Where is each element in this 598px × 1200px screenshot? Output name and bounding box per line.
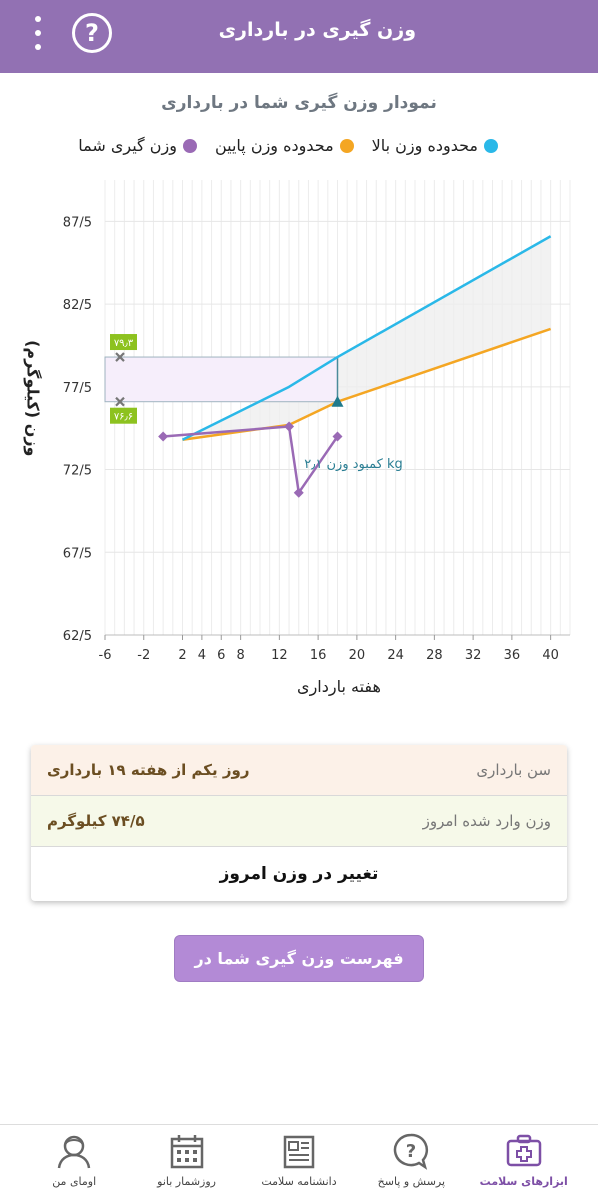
legend-label-yours: وزن گیری شما — [78, 136, 177, 155]
y-tick-label: 87/5 — [63, 215, 92, 230]
y-tick-label: 67/5 — [63, 546, 92, 561]
legend-dot-yours — [182, 138, 197, 153]
bottom-nav: ابزارهای سلامت ? پرسش و پاسخ دانشنامه سل… — [0, 1124, 598, 1200]
legend-dot-lower — [339, 138, 354, 153]
nav-label-qa: پرسش و پاسخ — [377, 1175, 446, 1188]
encyclopedia-icon — [283, 1135, 315, 1169]
x-tick-label: 20 — [349, 648, 366, 663]
x-tick-label: -6 — [99, 648, 112, 663]
question-bubble-icon: ? — [394, 1133, 429, 1170]
chart-legend: محدوده وزن بالا محدوده وزن پایین وزن گیر… — [78, 136, 498, 155]
your-weight-point — [293, 487, 304, 498]
weight-gain-chart[interactable]: 87/582/577/572/567/562/5-6 -2 2 4 6 8 12 16 20 24… — [0, 160, 598, 680]
x-tick-label: -2 — [137, 648, 150, 663]
more-menu-icon[interactable] — [22, 14, 52, 54]
legend-item-yours: وزن گیری شما — [78, 136, 197, 155]
nav-label-encyclopedia: دانشنامه سلامت — [261, 1175, 337, 1188]
y-tick-label: 77/5 — [63, 381, 92, 396]
nav-item-encyclopedia[interactable]: دانشنامه سلامت — [249, 1125, 349, 1200]
x-tick-label: 32 — [465, 648, 482, 663]
selected-week-marker — [331, 395, 344, 407]
lower-range-marker — [115, 396, 125, 407]
upper-range-line — [181, 235, 552, 441]
change-weight-button[interactable]: تغییر در وزن امروز — [219, 864, 379, 884]
legend-label-upper: محدوده وزن بالا — [371, 136, 478, 155]
lower-range-badge — [110, 407, 137, 424]
your-weight-point — [332, 431, 343, 442]
nav-label-health-tools: ابزارهای سلامت — [479, 1175, 568, 1188]
pregnancy-info-card: سن بارداری روز یکم از هفته ۱۹ بارداری وز… — [31, 745, 567, 901]
nav-label-profile: اومای من — [52, 1175, 97, 1188]
profile-icon — [57, 1135, 91, 1169]
upper-range-marker — [115, 352, 125, 362]
weight-list-button[interactable]: فهرست وزن گیری شما در بارداری — [174, 935, 424, 1013]
nav-item-profile[interactable]: اومای من — [24, 1125, 124, 1200]
today-weight-value: ۷۴/۵ کیلوگرم — [47, 812, 145, 830]
upper-range-badge-text: ۷۹٫۳ — [114, 338, 134, 349]
today-weight-row: وزن وارد شده امروز ۷۴/۵ کیلوگرم — [31, 796, 567, 847]
x-tick-label: 36 — [504, 648, 521, 663]
range-band — [182, 236, 551, 440]
x-tick-label: 12 — [271, 648, 288, 663]
x-tick-label: 40 — [542, 648, 559, 663]
legend-item-upper: محدوده وزن بالا — [372, 136, 498, 155]
page-title: وزن گیری در بارداری — [218, 19, 416, 41]
y-tick-label: 82/5 — [63, 298, 92, 313]
legend-dot-upper — [484, 138, 498, 153]
selected-range-box — [104, 356, 338, 403]
x-tick-label: 24 — [387, 648, 404, 663]
legend-label-lower: محدوده وزن پایین — [214, 136, 334, 155]
x-axis-label: هفته بارداری — [297, 677, 381, 696]
pregnancy-age-value: روز یکم از هفته ۱۹ بارداری — [47, 761, 250, 779]
svg-text:?: ? — [406, 1141, 416, 1162]
lower-range-badge-text: ۷۶٫۶ — [114, 412, 133, 423]
your-weight-line — [163, 425, 339, 494]
chart-title: نمودار وزن گیری شما در بارداری — [161, 93, 437, 113]
x-tick-label: 28 — [426, 648, 443, 663]
nav-item-qa[interactable]: ? پرسش و پاسخ — [361, 1125, 461, 1200]
x-tick-label: 4 — [198, 648, 206, 663]
app-bar: ? وزن گیری در بارداری — [0, 0, 598, 73]
y-tick-label: 62/5 — [63, 629, 92, 644]
nav-item-calendar[interactable]: روزشمار بانو — [137, 1125, 237, 1200]
x-tick-label: 6 — [217, 648, 225, 663]
today-weight-label: وزن وارد شده امروز — [422, 812, 551, 830]
x-tick-label: 16 — [310, 648, 327, 663]
upper-range-badge — [110, 334, 137, 351]
y-tick-label: 72/5 — [63, 464, 92, 479]
deficit-annotation: کمبود وزن ۲٫۱ kg — [304, 457, 403, 472]
nav-label-calendar: روزشمار بانو — [157, 1175, 216, 1188]
your-weight-point — [158, 431, 169, 442]
pregnancy-age-label: سن بارداری — [476, 761, 551, 779]
your-weight-point — [284, 421, 295, 432]
lower-range-line — [182, 327, 552, 442]
x-tick-label: 8 — [236, 648, 244, 663]
medical-kit-icon — [506, 1134, 541, 1167]
pregnancy-age-row: سن بارداری روز یکم از هفته ۱۹ بارداری — [31, 745, 567, 796]
legend-item-lower: محدوده وزن پایین — [215, 136, 354, 155]
help-icon[interactable]: ? — [72, 13, 112, 53]
nav-item-health-tools[interactable]: ابزارهای سلامت — [474, 1125, 574, 1200]
x-tick-label: 2 — [178, 648, 186, 663]
calendar-icon — [170, 1135, 203, 1169]
